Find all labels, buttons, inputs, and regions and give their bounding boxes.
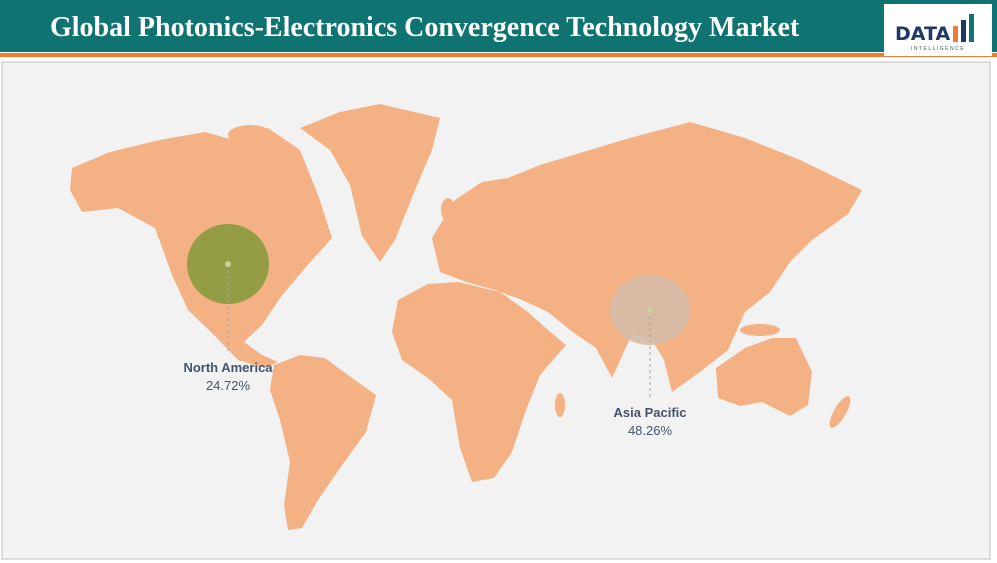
region-value: 48.26% <box>628 423 673 438</box>
leader-dot <box>647 307 653 313</box>
island <box>740 324 780 336</box>
logo-subtext: INTELLIGENCE <box>911 46 965 52</box>
region-name: North America <box>183 360 273 375</box>
header-accent <box>0 53 997 57</box>
region-name: Asia Pacific <box>614 405 687 420</box>
island <box>779 229 801 267</box>
logo-bar <box>961 20 966 42</box>
world-map <box>70 104 862 530</box>
island <box>441 198 455 222</box>
continent <box>432 122 862 392</box>
header-bar <box>0 0 997 52</box>
island <box>555 393 565 417</box>
region-value: 24.72% <box>206 378 251 393</box>
continent <box>392 282 566 482</box>
continent <box>270 355 376 530</box>
title: Global Photonics-Electronics Convergence… <box>50 12 800 43</box>
leader-dot <box>225 261 231 267</box>
island <box>228 125 272 145</box>
logo-bar <box>953 26 958 42</box>
island <box>829 396 851 428</box>
continent <box>716 338 812 416</box>
continent <box>300 104 440 262</box>
logo-text: DATA <box>895 23 950 45</box>
logo-bar <box>969 14 974 42</box>
region-markers: North America 24.72% Asia Pacific 48.26% <box>183 224 690 438</box>
